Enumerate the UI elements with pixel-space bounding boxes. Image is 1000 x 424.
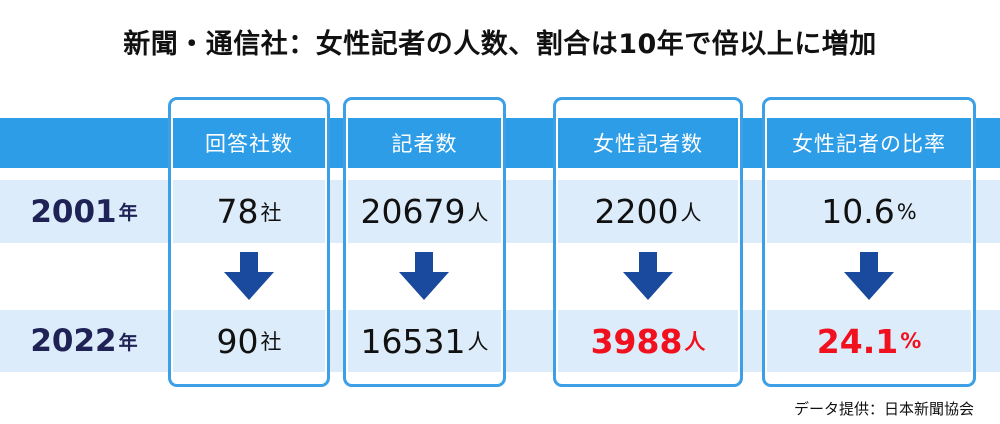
value: 78 — [216, 192, 259, 231]
row-label-2001: 2001 年 — [0, 180, 168, 243]
unit: 社 — [260, 330, 282, 354]
value-cell-highlight: 24.1% — [762, 310, 976, 372]
year: 2001 — [30, 193, 117, 230]
down-arrow-icon — [224, 252, 274, 300]
column-header: 女性記者の比率 — [792, 132, 946, 156]
page-title: 新聞・通信社：女性記者の人数、割合は10年で倍以上に増加 — [123, 29, 877, 60]
unit: 人 — [467, 330, 489, 354]
column-box-reporters — [343, 97, 506, 387]
unit: % — [900, 329, 922, 353]
down-arrow-icon — [399, 252, 449, 300]
column-header: 女性記者数 — [593, 132, 703, 156]
value: 2200 — [594, 192, 679, 231]
column-box-female-reporters — [553, 97, 743, 387]
column-box-female-ratio — [762, 97, 976, 387]
value-cell: 78 社 — [168, 180, 330, 243]
unit: 人 — [680, 200, 702, 225]
value-cell: 90 社 — [168, 310, 330, 372]
value: 16531 — [360, 321, 466, 361]
row-label-2022: 2022 年 — [0, 310, 168, 372]
value-cell: 10.6% — [762, 180, 976, 243]
row-2001-band — [0, 180, 1000, 243]
unit: 社 — [260, 200, 282, 225]
value: 10.6 — [821, 192, 895, 231]
unit: 人 — [467, 200, 489, 225]
column-header: 回答社数 — [205, 132, 293, 156]
source-note: データ提供：日本新聞協会 — [793, 400, 974, 418]
value-cell: 16531 人 — [343, 310, 506, 372]
down-arrow-icon — [844, 252, 894, 300]
value: 20679 — [360, 192, 466, 231]
column-header: 記者数 — [391, 132, 458, 156]
value-cell: 2200 人 — [553, 180, 743, 243]
year: 2022 — [30, 323, 117, 359]
header-band — [0, 118, 1000, 168]
year-unit: 年 — [118, 331, 138, 354]
unit: 人 — [684, 330, 706, 354]
value: 90 — [216, 321, 259, 361]
year-unit: 年 — [118, 202, 138, 224]
value-cell: 20679 人 — [343, 180, 506, 243]
down-arrow-icon — [623, 252, 673, 300]
column-box-companies — [168, 97, 330, 387]
value: 3988 — [590, 321, 683, 361]
unit: % — [896, 199, 917, 224]
value: 24.1 — [816, 321, 899, 361]
value-cell-highlight: 3988 人 — [553, 310, 743, 372]
row-2022-band — [0, 310, 1000, 372]
